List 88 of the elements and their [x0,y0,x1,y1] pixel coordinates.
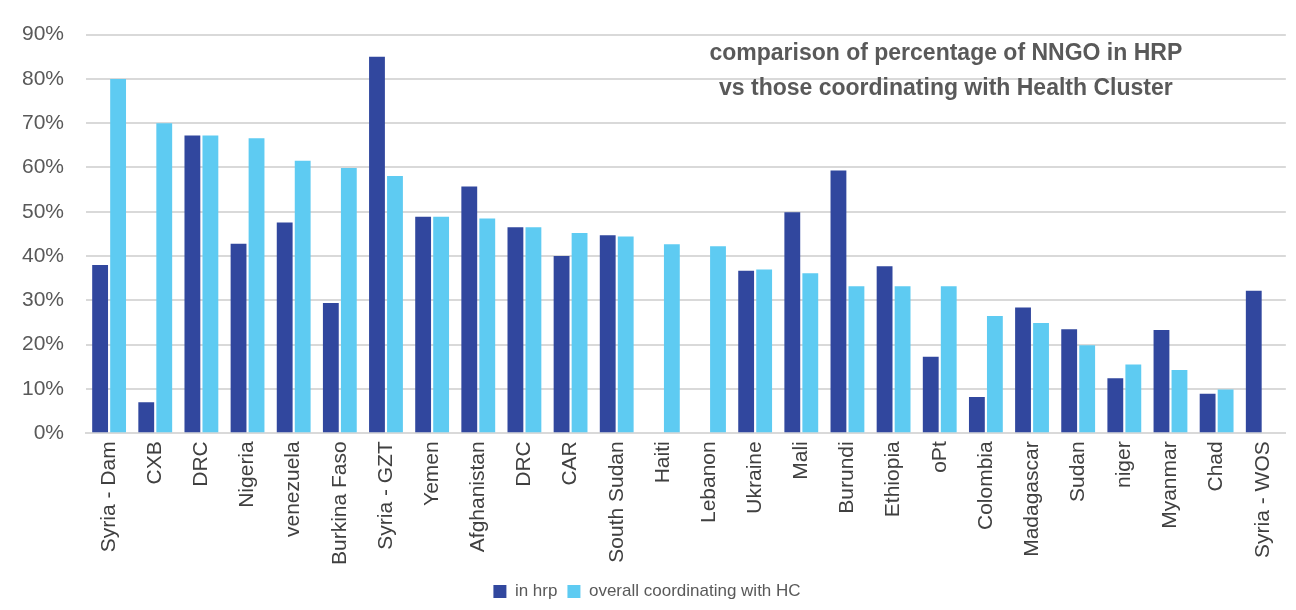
bar [1125,364,1142,433]
bar [1245,290,1262,433]
x-tick-label: Syria - Dam [95,441,119,553]
bar [507,227,524,433]
bar [340,167,357,433]
bar [322,303,339,433]
bar [156,123,173,433]
bar [461,186,478,433]
bar [433,216,450,433]
x-tick-label: Yemen [418,441,442,506]
y-tick-label: 80% [22,65,65,89]
bar [738,270,755,433]
y-tick-label: 70% [22,109,65,133]
x-tick-label: oPt [926,441,950,473]
bar [202,135,219,433]
x-tick-label: CAR [557,441,581,486]
y-tick-label: 20% [22,331,65,355]
y-tick-label: 0% [33,420,65,444]
bar [230,243,247,433]
bar [894,286,911,433]
bar [1061,329,1078,433]
bar [276,222,293,433]
x-tick-label: Nigeria [234,440,258,508]
x-tick-label: Burundi [834,441,858,514]
x-tick-label: DRC [511,441,535,487]
legend-label: in hrp [514,581,558,601]
bar [369,56,385,433]
bar [802,273,819,433]
bar [571,233,588,433]
x-tick-label: DRC [188,441,212,487]
x-tick-label: Syria - GZT [372,441,396,550]
x-tick-label: Myanmar [1157,441,1181,529]
x-tick-label: CXB [142,441,166,485]
x-tick-label: Haiti [649,441,673,484]
x-tick-label: Burkina Faso [326,441,350,566]
bar [848,286,865,433]
bar [830,170,847,433]
x-tick-label: Mali [788,441,812,480]
bar [184,135,201,433]
legend-label: overall coordinating with HC [588,581,801,601]
bar [479,218,496,433]
bar [1107,378,1124,433]
bar [756,269,773,433]
x-tick-label: Ethiopia [880,440,904,518]
bar [940,286,957,433]
bar [1015,307,1031,433]
bar [968,396,985,433]
bar [1153,330,1170,433]
x-tick-label: Sudan [1064,441,1088,503]
bar [387,175,403,433]
y-tick-label: 40% [22,242,65,266]
bar [248,138,265,433]
x-tick-label: Chad [1203,441,1227,492]
y-tick-label: 10% [22,375,65,399]
bar [1079,345,1096,433]
bar [110,78,127,433]
bar [1217,389,1234,433]
bar [599,235,616,433]
bar [1171,369,1188,433]
x-tick-label: Colombia [972,440,996,530]
y-tick-label: 90% [22,21,65,45]
bar [663,244,680,433]
x-tick-label: Madagascar [1018,441,1042,557]
y-tick-label: 50% [22,198,65,222]
text: comparison of percentage of NNGO in HRP vs those coordinating with Health Cluster [709,38,1183,100]
bar [876,266,893,433]
x-tick-label: venezuela [280,440,304,538]
bar [92,264,109,433]
bar [525,227,542,433]
bar [138,402,155,433]
bar [922,356,939,433]
x-tick-label: Lebanon [695,441,719,524]
bar [415,216,432,433]
bar [986,315,1003,433]
bar [294,160,311,433]
y-tick-label: 60% [22,154,65,178]
x-tick-label: niger [1111,441,1135,488]
x-tick-label: South Sudan [603,441,627,563]
x-tick-label: Syria - WOS [1249,441,1273,558]
x-tick-label: Afghanistan [465,441,489,553]
bar [1199,393,1216,433]
bar [710,246,726,433]
bar [553,256,570,433]
bar [1033,322,1049,433]
x-tick-label: Ukraine [741,441,765,514]
bar [617,236,634,433]
y-tick-label: 30% [22,287,65,311]
bar [784,212,801,433]
